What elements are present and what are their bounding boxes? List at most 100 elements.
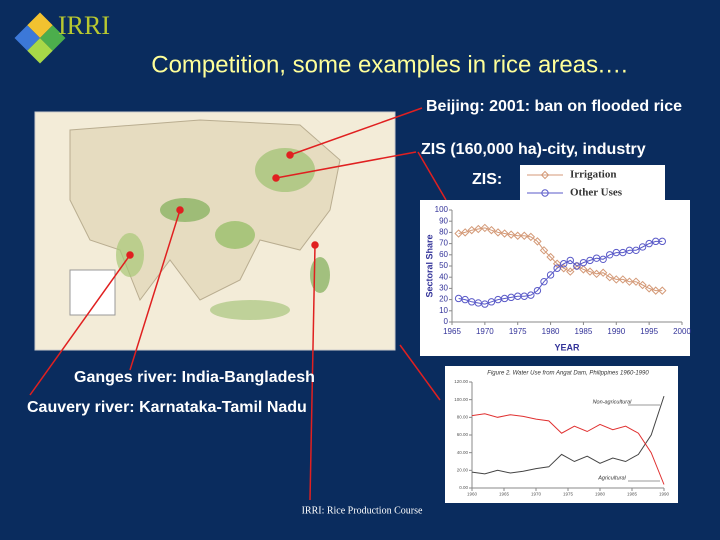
point bbox=[527, 291, 535, 299]
chart-2-panel bbox=[445, 366, 678, 503]
x-tick-label: 1990 bbox=[607, 327, 625, 336]
footer: IRRI: Rice Production Course bbox=[302, 505, 423, 516]
annotation: Beijing: 2001: ban on flooded rice bbox=[426, 98, 682, 115]
point bbox=[493, 228, 503, 237]
point bbox=[598, 268, 608, 277]
point bbox=[651, 286, 660, 295]
point bbox=[487, 225, 496, 235]
point bbox=[631, 277, 641, 286]
point bbox=[599, 255, 607, 263]
legend-marker bbox=[540, 170, 550, 180]
point bbox=[638, 243, 647, 251]
annotation: Cauvery river: Karnataka-Tamil Nadu bbox=[27, 399, 307, 416]
point bbox=[546, 252, 555, 262]
legend-label: Irrigation bbox=[570, 169, 616, 181]
point bbox=[573, 262, 581, 270]
point bbox=[592, 269, 601, 279]
point bbox=[460, 228, 470, 237]
y-tick-label: 70 bbox=[439, 239, 448, 248]
point bbox=[560, 260, 568, 268]
y-tick-label: 20 bbox=[439, 295, 448, 304]
x-tick-label: 1980 bbox=[595, 492, 606, 497]
point bbox=[533, 237, 542, 246]
point bbox=[638, 280, 647, 290]
x-tick-label: 1965 bbox=[499, 492, 510, 497]
series-line bbox=[471, 395, 665, 475]
pointer-lines bbox=[29, 107, 447, 501]
logo-text: IRRI bbox=[58, 11, 110, 40]
y-tick-label: 10 bbox=[439, 306, 448, 315]
series-line bbox=[458, 240, 663, 305]
x-tick-label: 1960 bbox=[467, 492, 478, 497]
point bbox=[513, 231, 522, 240]
y-tick-label: 40.00 bbox=[457, 450, 469, 455]
y-tick-label: 20.00 bbox=[457, 468, 469, 473]
point bbox=[566, 267, 575, 276]
map bbox=[34, 111, 396, 351]
point bbox=[618, 275, 628, 284]
x-tick-label: 2000 bbox=[673, 327, 691, 336]
y-tick-label: 0.00 bbox=[459, 485, 468, 490]
point bbox=[606, 251, 614, 259]
x-tick-label: 1995 bbox=[640, 327, 658, 336]
point bbox=[658, 286, 667, 295]
point bbox=[645, 239, 653, 248]
legend-label: Other Uses bbox=[570, 187, 623, 199]
y-tick-label: 40 bbox=[439, 272, 448, 281]
point bbox=[644, 284, 654, 293]
point bbox=[526, 232, 536, 242]
series-line bbox=[471, 413, 665, 485]
x-tick-label: 1970 bbox=[476, 327, 494, 336]
x-tick-label: 1990 bbox=[659, 492, 670, 497]
annotation: Ganges river: India-Bangladesh bbox=[74, 369, 315, 386]
point bbox=[481, 300, 489, 308]
y-tick-label: 100 bbox=[435, 205, 449, 214]
slide-title: Competition, some examples in rice areas… bbox=[151, 51, 629, 78]
x-tick-label: 1985 bbox=[627, 492, 638, 497]
chart-1-legend bbox=[520, 165, 665, 201]
point bbox=[552, 259, 562, 268]
series-label: Agricultural bbox=[597, 475, 626, 481]
x-tick-label: 1985 bbox=[575, 327, 593, 336]
chart-title: Figure 2. Water Use from Angat Dam, Phil… bbox=[487, 371, 649, 377]
y-tick-label: 80 bbox=[439, 228, 448, 237]
annotation: ZIS: bbox=[472, 171, 502, 188]
y-tick-label: 30 bbox=[439, 284, 448, 293]
point bbox=[474, 224, 483, 234]
point bbox=[632, 246, 640, 255]
point bbox=[658, 237, 666, 246]
y-tick-label: 60.00 bbox=[457, 432, 469, 437]
y-axis-label: Sectoral Share bbox=[424, 234, 434, 297]
x-axis-label: YEAR bbox=[554, 342, 580, 352]
point bbox=[586, 256, 594, 265]
point bbox=[480, 223, 490, 233]
point bbox=[487, 298, 496, 306]
y-tick-label: 60 bbox=[439, 250, 448, 259]
point bbox=[612, 275, 621, 284]
point bbox=[579, 265, 588, 274]
point bbox=[454, 229, 463, 238]
point bbox=[579, 258, 588, 267]
x-tick-label: 1980 bbox=[542, 327, 560, 336]
point bbox=[533, 286, 542, 295]
point bbox=[559, 264, 568, 273]
y-tick-label: 120.00 bbox=[454, 379, 468, 384]
point bbox=[546, 271, 555, 279]
legend-marker bbox=[541, 189, 549, 197]
point bbox=[520, 231, 529, 240]
point bbox=[566, 256, 574, 265]
y-tick-label: 90 bbox=[439, 216, 448, 225]
x-tick-label: 1975 bbox=[509, 327, 527, 336]
point bbox=[619, 248, 627, 257]
y-tick-label: 0 bbox=[444, 317, 449, 326]
point bbox=[539, 246, 549, 255]
annotation: ZIS (160,000 ha)-city, industry bbox=[421, 141, 646, 158]
x-tick-label: 1965 bbox=[443, 327, 461, 336]
point bbox=[540, 277, 548, 286]
chart-1-panel bbox=[420, 200, 690, 356]
y-tick-label: 50 bbox=[439, 261, 448, 270]
point bbox=[500, 229, 509, 238]
y-tick-label: 80.00 bbox=[457, 415, 469, 420]
point bbox=[605, 272, 614, 282]
